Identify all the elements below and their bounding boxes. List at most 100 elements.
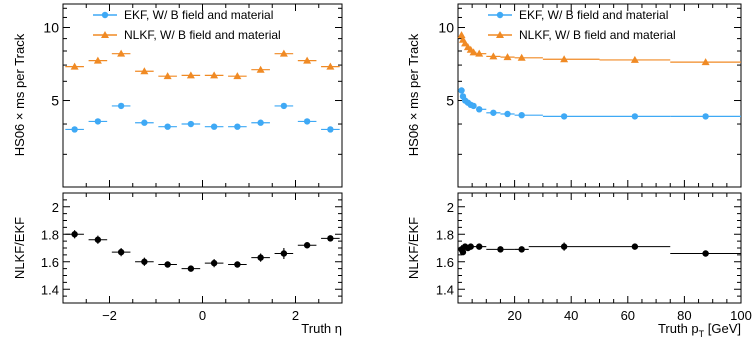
ratio-point	[135, 257, 154, 266]
y-tick-label: 1.6	[41, 255, 59, 270]
y-tick-label: 2	[52, 200, 59, 215]
panel-top-right: 5 10 HS06 × ms per Track EKF, W/ B field …	[406, 3, 742, 188]
ylabel-bottom-right: NLKF/EKF	[406, 217, 421, 279]
ekf-point	[321, 126, 340, 133]
nlkf-point	[204, 71, 224, 79]
nlkf-point	[321, 62, 340, 70]
nlkf-point	[65, 62, 84, 70]
ratio-point	[467, 243, 474, 250]
nlkf-point	[486, 52, 501, 60]
legend-top-left: EKF, W/ B field and material NLKF, W/ B …	[93, 8, 281, 42]
xlabel-unit: [GeV]	[704, 321, 741, 336]
nlkf-point	[111, 49, 131, 57]
nlkf-point	[88, 56, 108, 64]
ekf-point	[476, 106, 487, 113]
ratio-point	[111, 248, 131, 257]
nlkf-point	[251, 65, 270, 73]
xlabel-bottom-right: Truth pT [GeV]	[658, 321, 741, 339]
ratio-point	[228, 261, 247, 268]
ratio-point	[321, 235, 340, 242]
x-tick-label: 0	[199, 308, 206, 323]
y-tick-label: 1.8	[436, 227, 454, 242]
ylabel-top-left: HS06 × ms per Track	[12, 33, 27, 156]
xlabel-main: Truth p	[658, 321, 699, 336]
ekf-point	[486, 109, 501, 116]
panel-bottom-right: 1.4 1.6 1.8 2 20 40 60 80 100 NLKF/EKF Truth pT …	[406, 192, 752, 339]
ratio-point	[514, 246, 529, 253]
x-tick-label: 2	[292, 308, 299, 323]
nlkf-point	[670, 58, 741, 66]
ratio-point	[158, 261, 177, 268]
ratio-point	[297, 242, 317, 249]
nlkf-point	[181, 71, 201, 79]
nlkf-point	[457, 31, 466, 39]
legend-top-right: EKF, W/ B field and material NLKF, W/ B …	[488, 8, 676, 42]
ekf-point	[181, 120, 201, 128]
ratio-point	[670, 250, 741, 257]
ylabel-bottom-left: NLKF/EKF	[12, 217, 27, 279]
nlkf-point	[469, 48, 478, 56]
nlkf-point	[274, 49, 294, 57]
ekf-point	[204, 123, 224, 130]
ratio-point	[486, 246, 515, 253]
y-tick-label: 5	[51, 93, 59, 109]
x-tick-label: 100	[730, 308, 752, 323]
ekf-point	[542, 113, 600, 120]
ekf-point	[500, 110, 515, 118]
ekf-point	[65, 126, 84, 133]
nlkf-point	[158, 72, 177, 80]
nlkf-point	[475, 49, 487, 57]
ekf-point	[135, 119, 154, 126]
y-tick-label: 5	[446, 93, 454, 109]
ratio-point	[88, 235, 108, 244]
y-tick-label: 2	[447, 200, 454, 215]
frame-bottom-left	[62, 192, 343, 304]
ratio-point	[204, 259, 224, 268]
y-tick-label: 10	[438, 20, 454, 36]
ekf-point	[470, 102, 477, 110]
nlkf-point	[135, 67, 154, 75]
ratio-point	[528, 242, 600, 251]
ekf-point	[251, 119, 270, 126]
y-tick-label: 1.8	[41, 227, 59, 242]
ratio-point	[251, 253, 270, 262]
nlkf-point	[514, 53, 543, 61]
ekf-point	[111, 102, 131, 110]
ratio-point	[274, 248, 294, 259]
legend-label-nlkf-left: NLKF, W/ B field and material	[124, 28, 281, 42]
x-tick-label: 20	[507, 308, 521, 323]
legend-label-ekf-left: EKF, W/ B field and material	[124, 8, 273, 22]
legend-label-nlkf-right: NLKF, W/ B field and material	[519, 28, 676, 42]
ekf-point	[514, 111, 543, 119]
panel-bottom-left: 1.4 1.6 1.8 2 −2 0 2 NLKF/EKF Truth η	[12, 192, 343, 336]
ylabel-top-right: HS06 × ms per Track	[406, 33, 421, 156]
ratio-point	[181, 265, 201, 272]
nlkf-point	[228, 72, 247, 80]
x-tick-label: 80	[677, 308, 691, 323]
legend-label-ekf-right: EKF, W/ B field and material	[519, 8, 668, 22]
ekf-point	[297, 118, 317, 125]
y-tick-label: 1.6	[436, 255, 454, 270]
ekf-point	[458, 87, 465, 94]
y-tick-label: 1.4	[41, 282, 59, 297]
ratio-point	[65, 230, 84, 239]
y-tick-label: 10	[43, 20, 59, 36]
nlkf-point	[599, 55, 671, 63]
ratio-point	[599, 243, 671, 250]
panel-top-left: 5 10 HS06 × ms per Track EKF, W/ B field …	[12, 3, 343, 188]
xlabel-bottom-left: Truth η	[301, 321, 342, 336]
ekf-point	[158, 123, 177, 130]
x-tick-label: 60	[621, 308, 635, 323]
ekf-point	[228, 123, 247, 130]
ekf-point	[599, 113, 671, 120]
ekf-point	[670, 113, 741, 120]
ratio-point	[472, 243, 487, 250]
x-tick-label: −2	[102, 308, 117, 323]
ratio-point	[459, 248, 467, 256]
nlkf-point	[542, 55, 600, 63]
nlkf-point	[297, 56, 317, 64]
ekf-point	[274, 102, 294, 110]
nlkf-point	[500, 53, 515, 61]
x-tick-label: 40	[564, 308, 578, 323]
